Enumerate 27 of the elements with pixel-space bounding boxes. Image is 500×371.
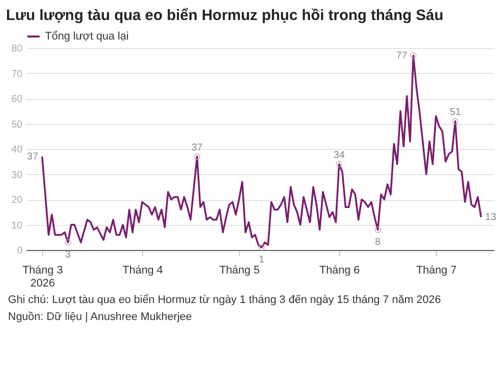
y-tick-label: 80 [11,44,23,54]
y-tick-label: 70 [11,68,23,80]
x-tick-label: Tháng 7 [416,264,457,276]
y-tick-label: 60 [11,94,23,105]
y-tick-label: 30 [11,170,23,181]
annotation: 37 [192,142,204,154]
y-tick-label: 20 [11,195,23,206]
y-tick-label: 50 [11,119,23,130]
chart-title: Lưu lượng tàu qua eo biển Hormuz phục hồi trong tháng Sáu [6,7,444,24]
annotation: 77 [396,50,408,62]
text: Nguồn: Dữ liệu | Anushree Mukherjee [8,310,193,325]
annotation: 51 [450,107,462,118]
y-tick-label: 10 [11,220,23,232]
text: Ghi chú: Lượt tàu qua eo biển Hormuz từ ngày 1 tháng 3 đến ngày 15 tháng 7 năm 2026 [8,293,442,308]
x-tick-label: Tháng 5 [219,264,260,276]
annotation: 34 [334,150,346,162]
annotation: 1 [258,254,265,266]
annotation: 3 [65,249,72,260]
annotation: 8 [375,236,382,248]
legend-label: Tổng lượt qua lại [45,30,129,42]
x-tick-label: Tháng 4 [122,264,163,276]
x-tick-label: Tháng 3 2026 [22,264,63,290]
x-tick-label: Tháng 6 [319,264,360,276]
annotation: 37 [27,152,39,163]
annotation: 13 [485,212,497,224]
y-tick-label: 0 [16,246,23,256]
y-tick-label: 40 [11,144,23,156]
